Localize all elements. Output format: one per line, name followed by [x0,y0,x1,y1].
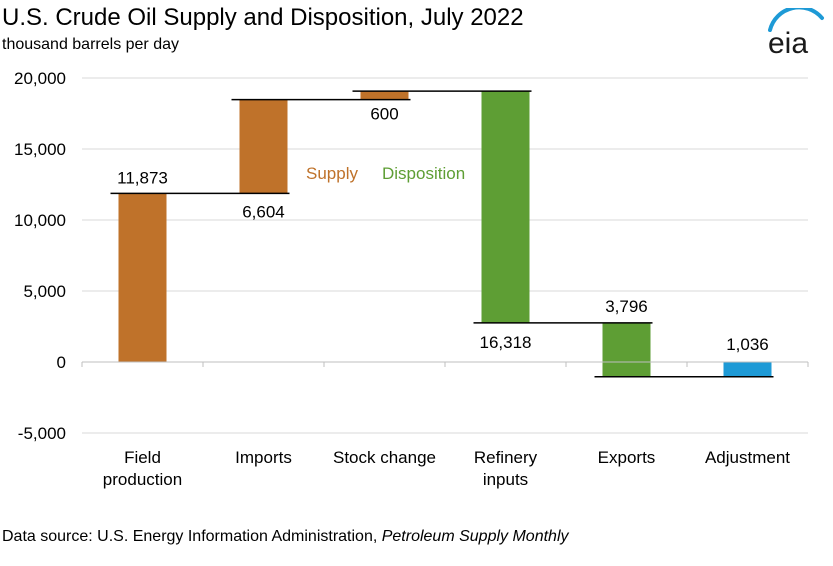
data-label: 600 [370,105,398,124]
x-category-label: Refinery inputs [474,448,538,489]
source-publication: Petroleum Supply Monthly [381,528,569,545]
y-tick-label: 15,000 [14,140,66,159]
y-axis: -5,000 0 5,000 10,000 15,000 20,000 [14,69,66,443]
y-tick-label: 20,000 [14,69,66,88]
source-prefix: Data source: U.S. Energy Information Adm… [2,528,382,545]
data-source-note: Data source: U.S. Energy Information Adm… [2,528,569,546]
y-tick-label: 10,000 [14,211,66,230]
legend: Supply Disposition [306,164,465,183]
chart-title: U.S. Crude Oil Supply and Disposition, J… [2,4,524,31]
data-label: 11,873 [117,168,168,187]
chart-subtitle: thousand barrels per day [2,36,179,53]
bar-imports [239,99,288,194]
bar-exports [602,322,651,377]
connector-lines [110,90,774,378]
data-label: 1,036 [726,335,769,354]
y-tick-label: -5,000 [18,424,66,443]
x-category-label: Imports [235,448,292,467]
y-tick-label: 5,000 [23,282,66,301]
x-category-label: Adjustment [705,448,790,467]
logo-text: eia [768,27,808,58]
gridlines [82,77,808,434]
x-axis: Field production Imports Stock change Refine… [81,361,809,489]
bar-field-production [118,193,167,362]
data-label: 16,318 [480,333,532,352]
data-label: 3,796 [605,297,648,316]
x-category-label: Exports [598,448,656,467]
bar-adjustment [723,362,772,377]
legend-supply: Supply [306,164,358,183]
bar-refinery-inputs [481,91,530,323]
eia-logo: eia [768,8,824,58]
y-tick-label: 0 [57,353,66,372]
bars [118,91,772,377]
bar-stock-change [360,91,409,100]
legend-disposition: Disposition [382,164,465,183]
data-label: 6,604 [242,202,285,221]
x-category-label: Stock change [333,448,436,467]
data-labels: 11,873 6,604 600 16,318 3,796 1,036 [117,105,769,354]
x-category-label: Field production [103,448,182,489]
